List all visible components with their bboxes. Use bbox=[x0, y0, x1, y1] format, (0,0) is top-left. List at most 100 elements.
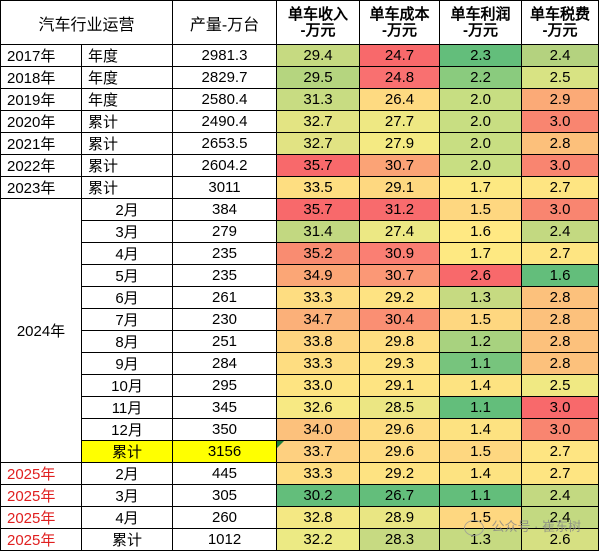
output-cell: 235 bbox=[172, 264, 277, 287]
revenue-cell: 29.4 bbox=[276, 44, 360, 67]
output-cell: 305 bbox=[172, 484, 277, 507]
profit-cell: 1.1 bbox=[439, 352, 522, 375]
table-row: 2017年 年度 2981.3 29.4 24.7 2.3 2.4 bbox=[0, 44, 599, 67]
period-cell: 4月 bbox=[81, 242, 173, 265]
tax-cell: 2.4 bbox=[521, 220, 599, 243]
revenue-cell: 32.7 bbox=[276, 110, 360, 133]
tax-cell: 2.4 bbox=[521, 484, 599, 507]
table-row: 3月 279 31.4 27.4 1.6 2.4 bbox=[1, 220, 599, 243]
cost-cell: 30.9 bbox=[359, 242, 440, 265]
output-cell: 261 bbox=[172, 286, 277, 309]
year-cell: 2025年 bbox=[0, 462, 82, 485]
cost-cell: 26.7 bbox=[359, 484, 440, 507]
output-cell: 350 bbox=[172, 418, 277, 441]
table-row: 2025年 4月 260 32.8 28.9 1.5 2.4 bbox=[0, 506, 599, 529]
year-cell: 2024年 bbox=[0, 198, 82, 463]
output-cell: 2604.2 bbox=[172, 154, 277, 177]
period-cell: 7月 bbox=[81, 308, 173, 331]
profit-cell: 1.5 bbox=[439, 506, 522, 529]
tax-cell: 2.8 bbox=[521, 330, 599, 353]
tax-cell: 2.8 bbox=[521, 132, 599, 155]
revenue-cell: 33.0 bbox=[276, 374, 360, 397]
profit-cell: 2.0 bbox=[439, 110, 522, 133]
header-industry-ops: 汽车行业运营 bbox=[0, 0, 173, 45]
profit-cell: 1.5 bbox=[439, 198, 522, 221]
period-cell: 4月 bbox=[81, 506, 173, 529]
period-cell: 3月 bbox=[81, 484, 173, 507]
table-row: 9月 284 33.3 29.3 1.1 2.8 bbox=[1, 352, 599, 375]
revenue-cell: 32.6 bbox=[276, 396, 360, 419]
period-cell: 累计 bbox=[81, 176, 173, 199]
table-row: 7月 230 34.7 30.4 1.5 2.8 bbox=[1, 308, 599, 331]
header-line: 单车收入 bbox=[287, 5, 348, 23]
profit-cell: 2.6 bbox=[439, 264, 522, 287]
output-cell: 279 bbox=[172, 220, 277, 243]
cost-cell: 29.8 bbox=[359, 330, 440, 353]
table-row: 2025年 累计 1012 32.2 28.3 1.3 2.6 bbox=[0, 528, 599, 551]
header-line: 单车税费 bbox=[529, 5, 590, 23]
output-cell: 3011 bbox=[172, 176, 277, 199]
output-cell: 2653.5 bbox=[172, 132, 277, 155]
tax-cell: 2.4 bbox=[521, 506, 599, 529]
header-line: 单车成本 bbox=[369, 5, 430, 23]
revenue-cell: 33.7 bbox=[276, 440, 360, 463]
output-cell: 445 bbox=[172, 462, 277, 485]
period-cell: 3月 bbox=[81, 220, 173, 243]
cost-cell: 24.8 bbox=[359, 66, 440, 89]
revenue-cell: 32.7 bbox=[276, 132, 360, 155]
output-cell: 295 bbox=[172, 374, 277, 397]
header-revenue: 单车收入 -万元 bbox=[276, 0, 360, 45]
revenue-cell: 31.3 bbox=[276, 88, 360, 111]
table-row: 11月 345 32.6 28.5 1.1 3.0 bbox=[1, 396, 599, 419]
table-row: 2020年 累计 2490.4 32.7 27.7 2.0 3.0 bbox=[0, 110, 599, 133]
revenue-cell: 32.8 bbox=[276, 506, 360, 529]
table-row: 2019年 年度 2580.4 31.3 26.4 2.0 2.9 bbox=[0, 88, 599, 111]
cost-cell: 29.1 bbox=[359, 374, 440, 397]
profit-cell: 1.1 bbox=[439, 396, 522, 419]
period-cell: 年度 bbox=[81, 88, 173, 111]
header-line: -万元 bbox=[382, 21, 417, 39]
profit-cell: 1.2 bbox=[439, 330, 522, 353]
table-row: 4月 235 35.2 30.9 1.7 2.7 bbox=[1, 242, 599, 265]
profit-cell: 2.2 bbox=[439, 66, 522, 89]
output-cell: 384 bbox=[172, 198, 277, 221]
output-cell: 3156 bbox=[172, 440, 277, 463]
profit-cell: 1.6 bbox=[439, 220, 522, 243]
revenue-cell: 34.0 bbox=[276, 418, 360, 441]
output-cell: 2580.4 bbox=[172, 88, 277, 111]
profit-cell: 1.7 bbox=[439, 176, 522, 199]
cost-cell: 28.5 bbox=[359, 396, 440, 419]
revenue-cell: 32.2 bbox=[276, 528, 360, 551]
year-cell: 2025年 bbox=[0, 484, 82, 507]
year-cell: 2018年 bbox=[0, 66, 82, 89]
period-cell: 2月 bbox=[81, 462, 173, 485]
cost-cell: 29.6 bbox=[359, 440, 440, 463]
table-row: 5月 235 34.9 30.7 2.6 1.6 bbox=[1, 264, 599, 287]
profit-cell: 1.3 bbox=[439, 286, 522, 309]
revenue-cell: 33.3 bbox=[276, 352, 360, 375]
period-cell: 累计 bbox=[81, 132, 173, 155]
profit-cell: 2.0 bbox=[439, 154, 522, 177]
profit-cell: 2.0 bbox=[439, 132, 522, 155]
header-cost: 单车成本 -万元 bbox=[359, 0, 440, 45]
output-cell: 235 bbox=[172, 242, 277, 265]
tax-cell: 2.7 bbox=[521, 462, 599, 485]
revenue-cell: 30.2 bbox=[276, 484, 360, 507]
tax-cell: 2.8 bbox=[521, 352, 599, 375]
header-output: 产量-万台 bbox=[172, 0, 277, 45]
cost-cell: 28.3 bbox=[359, 528, 440, 551]
header-profit: 单车利润 -万元 bbox=[439, 0, 522, 45]
revenue-cell: 29.5 bbox=[276, 66, 360, 89]
cost-cell: 31.2 bbox=[359, 198, 440, 221]
profit-cell: 1.4 bbox=[439, 462, 522, 485]
tax-cell: 2.7 bbox=[521, 176, 599, 199]
period-cell: 6月 bbox=[81, 286, 173, 309]
tax-cell: 2.5 bbox=[521, 374, 599, 397]
year-cell: 2020年 bbox=[0, 110, 82, 133]
revenue-cell: 35.7 bbox=[276, 198, 360, 221]
tax-cell: 1.6 bbox=[521, 264, 599, 287]
header-line: 单车利润 bbox=[450, 5, 511, 23]
cost-cell: 29.3 bbox=[359, 352, 440, 375]
tax-cell: 2.7 bbox=[521, 242, 599, 265]
header-line: -万元 bbox=[542, 21, 578, 39]
